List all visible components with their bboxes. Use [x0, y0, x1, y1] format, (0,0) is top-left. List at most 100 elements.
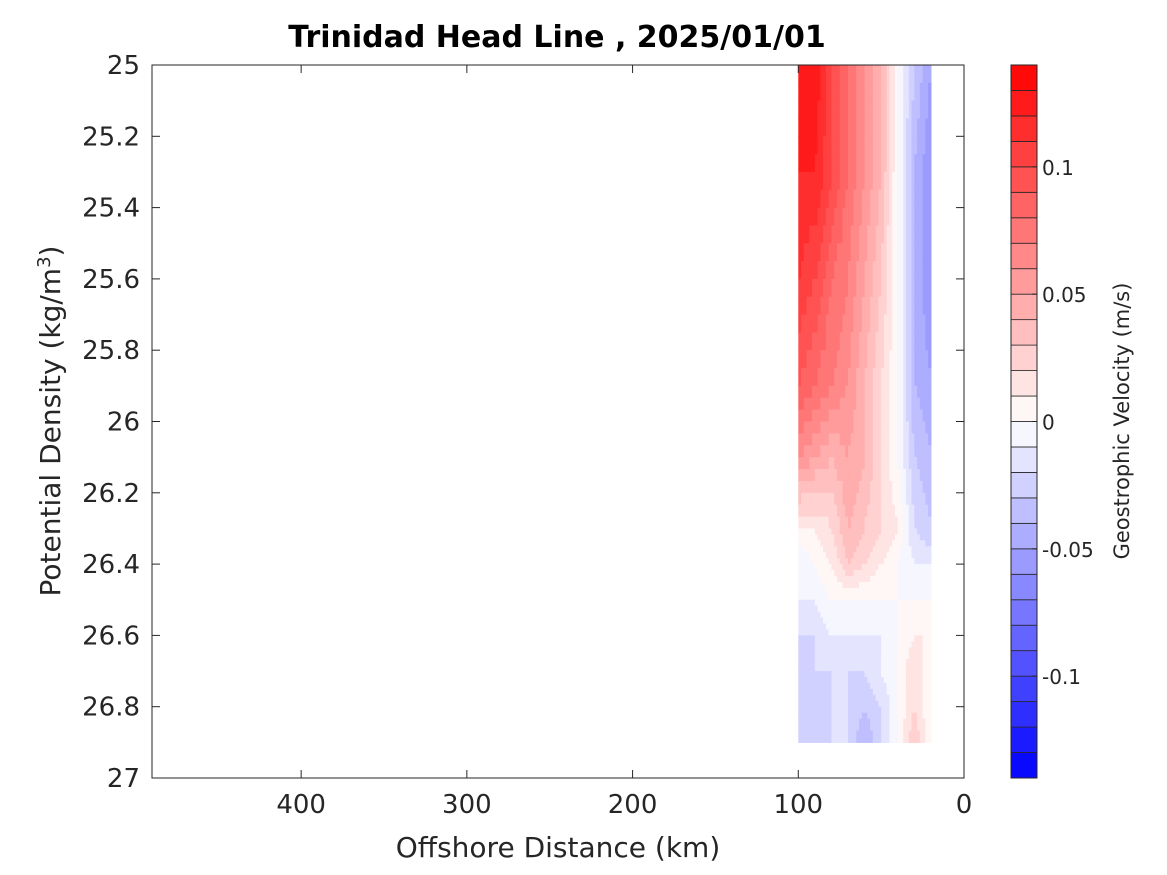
velocity-cell: [919, 433, 924, 446]
velocity-cell: [825, 534, 830, 541]
velocity-cell: [911, 617, 915, 625]
velocity-cell: [897, 724, 902, 732]
velocity-cell: [823, 671, 827, 678]
velocity-cell: [820, 593, 824, 601]
velocity-cell: [834, 516, 838, 530]
velocity-cell: [897, 332, 902, 351]
velocity-cell: [823, 528, 827, 535]
velocity-cell: [919, 623, 924, 631]
velocity-cell: [834, 540, 838, 547]
velocity-cell: [903, 314, 907, 333]
velocity-cell: [836, 647, 841, 654]
velocity-cell: [834, 647, 838, 654]
velocity-cell: [864, 552, 868, 559]
velocity-cell: [853, 700, 857, 708]
velocity-cell: [917, 593, 921, 601]
velocity-cell: [928, 659, 932, 666]
velocity-cell: [850, 189, 855, 209]
velocity-cell: [870, 118, 874, 137]
velocity-cell: [900, 409, 904, 423]
velocity-cell: [798, 653, 802, 660]
velocity-cell: [848, 314, 852, 333]
velocity-cell: [842, 409, 846, 423]
velocity-cell: [831, 261, 835, 280]
velocity-cell: [908, 409, 913, 423]
velocity-cell: [859, 225, 863, 244]
velocity-cell: [922, 397, 926, 411]
velocity-cell: [870, 480, 874, 494]
velocity-cell: [922, 665, 926, 672]
velocity-cell: [925, 540, 929, 547]
velocity-cell: [911, 350, 915, 369]
velocity-cell: [919, 350, 924, 369]
velocity-cell: [911, 564, 915, 571]
velocity-cell: [867, 653, 871, 660]
velocity-cell: [903, 397, 907, 411]
velocity-cell: [911, 225, 915, 244]
velocity-cell: [900, 445, 904, 458]
velocity-cell: [878, 409, 882, 423]
velocity-cell: [892, 296, 896, 316]
velocity-cell: [922, 635, 926, 642]
velocity-cell: [812, 480, 816, 494]
velocity-cell: [806, 296, 810, 316]
velocity-cell: [917, 207, 921, 227]
velocity-cell: [889, 688, 893, 696]
velocity-cell: [892, 611, 896, 619]
velocity-cell: [883, 385, 888, 399]
velocity-cell: [900, 534, 904, 541]
velocity-cell: [892, 599, 896, 607]
velocity-cell: [839, 694, 844, 702]
velocity-cell: [864, 243, 868, 262]
velocity-cell: [845, 659, 849, 666]
velocity-cell: [836, 225, 841, 244]
velocity-cell: [823, 724, 827, 732]
velocity-cell: [878, 605, 882, 613]
y-tick-label: 26.4: [82, 550, 140, 580]
velocity-cell: [867, 385, 871, 399]
velocity-cell: [875, 534, 879, 541]
velocity-cell: [812, 397, 816, 411]
velocity-cell: [872, 564, 877, 571]
velocity-cell: [859, 368, 863, 387]
velocity-cell: [894, 688, 899, 696]
velocity-cell: [836, 171, 841, 191]
velocity-cell: [883, 469, 888, 482]
velocity-cell: [850, 736, 855, 743]
velocity-cell: [823, 385, 827, 399]
velocity-cell: [917, 718, 921, 726]
velocity-cell: [806, 581, 810, 589]
velocity-cell: [817, 136, 821, 155]
velocity-cell: [892, 278, 896, 298]
velocity-cell: [875, 154, 879, 173]
velocity-cell: [894, 718, 899, 726]
velocity-cell: [878, 558, 882, 565]
velocity-cell: [817, 243, 821, 262]
velocity-cell: [875, 564, 879, 571]
colorbar-tick-label: 0.05: [1042, 283, 1087, 307]
velocity-cell: [806, 350, 810, 369]
velocity-cell: [845, 564, 849, 571]
velocity-cell: [872, 314, 877, 333]
velocity-cell: [875, 118, 879, 137]
velocity-cell: [922, 540, 926, 547]
velocity-cell: [859, 480, 863, 494]
velocity-cell: [925, 397, 929, 411]
velocity-cell: [828, 397, 833, 411]
velocity-cell: [817, 647, 821, 654]
velocity-cell: [828, 611, 833, 619]
velocity-cell: [919, 540, 924, 547]
velocity-cell: [925, 635, 929, 642]
velocity-cell: [859, 712, 863, 720]
velocity-cell: [870, 296, 874, 316]
velocity-cell: [809, 314, 813, 333]
velocity-cell: [919, 629, 924, 636]
velocity-cell: [917, 171, 921, 191]
velocity-cell: [845, 118, 849, 137]
velocity-cell: [806, 82, 810, 102]
velocity-cell: [798, 350, 802, 369]
velocity-cell: [917, 599, 921, 607]
velocity-cell: [834, 368, 838, 387]
velocity-cell: [825, 261, 830, 280]
velocity-cell: [839, 296, 844, 316]
